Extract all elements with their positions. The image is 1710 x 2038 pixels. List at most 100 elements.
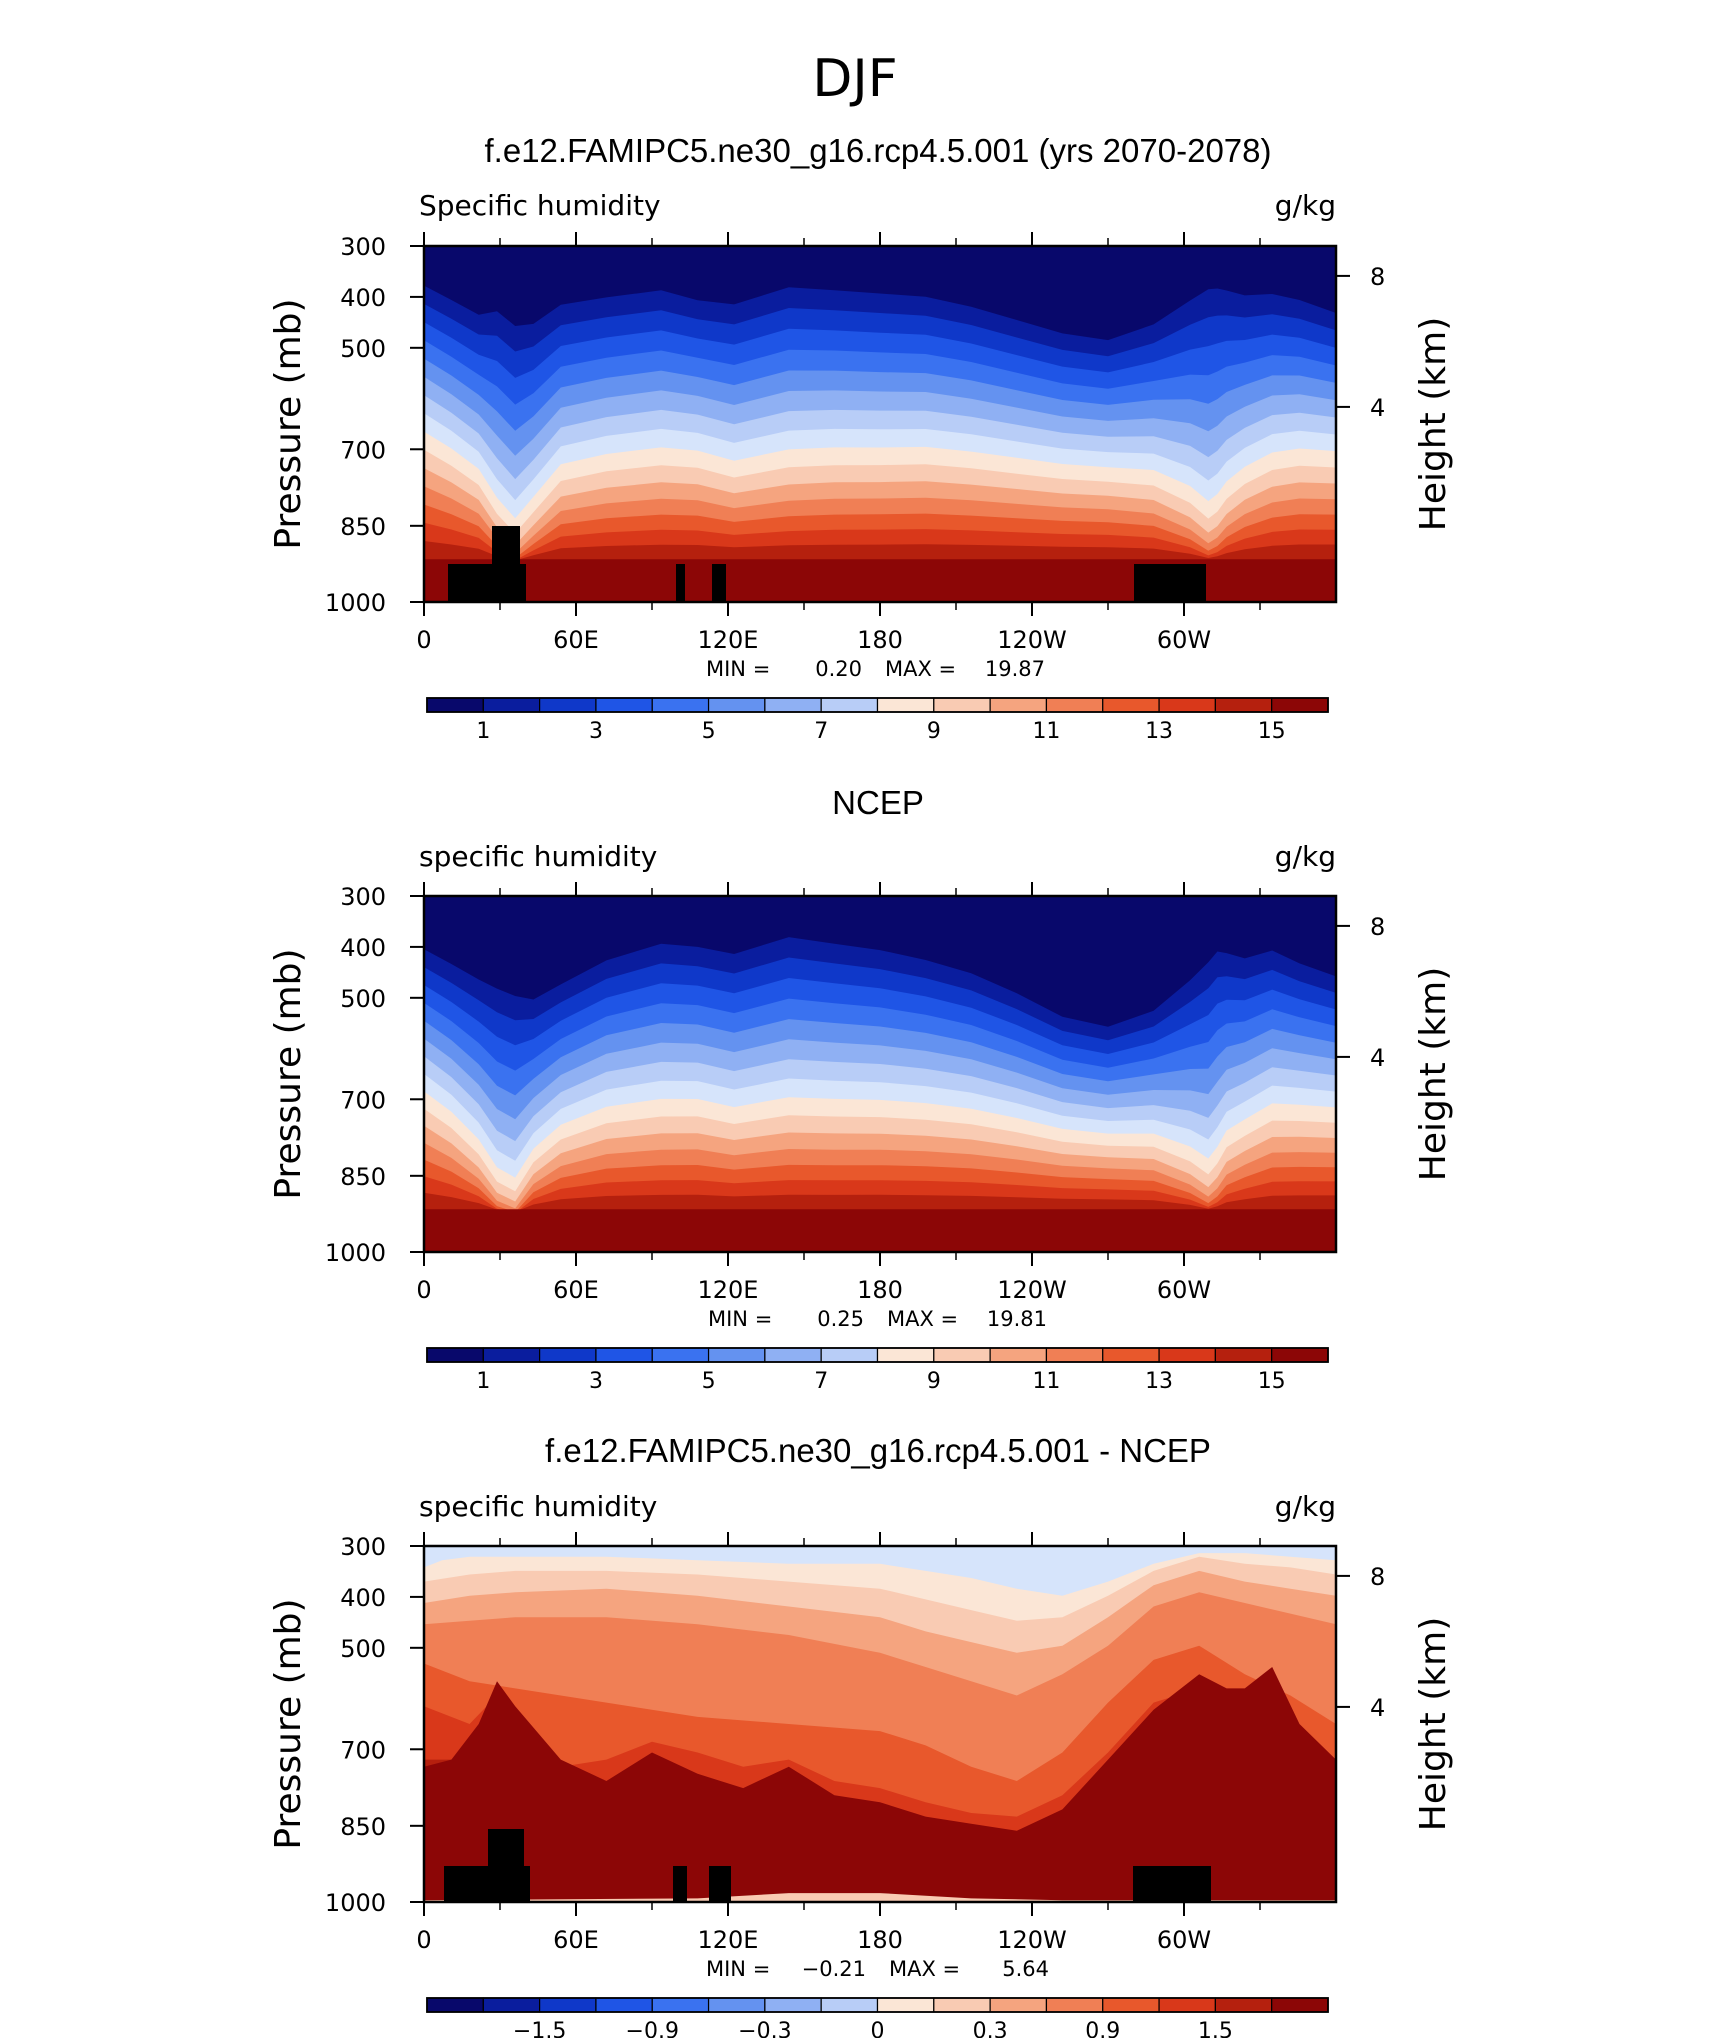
colorbar-swatch bbox=[764, 1347, 822, 1363]
colorbar-swatch bbox=[651, 697, 710, 713]
panel-3-max-label: MAX = bbox=[889, 1957, 960, 1981]
colorbar-swatch bbox=[820, 697, 879, 713]
colorbar-label: 3 bbox=[589, 719, 603, 744]
x-tick-label: 0 bbox=[416, 1276, 431, 1304]
x-tick-label: 120W bbox=[997, 1926, 1067, 1954]
panel-2-variable-label: specific humidity bbox=[419, 840, 657, 873]
colorbar-label: −0.3 bbox=[738, 2019, 791, 2038]
colorbar-swatch bbox=[1271, 697, 1329, 713]
y2-tick-label: 4 bbox=[1370, 1694, 1385, 1722]
colorbar-swatch bbox=[482, 1997, 541, 2013]
colorbar-label: 9 bbox=[927, 719, 941, 744]
panel-3-terrain-mask bbox=[444, 1829, 1211, 1902]
colorbar-frame bbox=[426, 1997, 1329, 2013]
colorbar-swatch bbox=[989, 1997, 1048, 2013]
colorbar-swatch bbox=[707, 697, 766, 713]
panel-3-mask-block bbox=[1133, 1866, 1211, 1902]
panel-3-units: g/kg bbox=[1275, 1490, 1336, 1523]
colorbar-label: 11 bbox=[1032, 1369, 1060, 1394]
x-tick-label: 0 bbox=[416, 1926, 431, 1954]
x-tick-label: 60E bbox=[553, 1926, 599, 1954]
y-tick-label: 400 bbox=[340, 1584, 386, 1612]
colorbar-label: 13 bbox=[1145, 1369, 1173, 1394]
colorbar-swatch bbox=[1214, 1997, 1273, 2013]
colorbar-swatch bbox=[651, 1997, 710, 2013]
x-tick-label: 120W bbox=[997, 1276, 1067, 1304]
colorbar-label: −1.5 bbox=[513, 2019, 566, 2038]
colorbar-swatch bbox=[1158, 1347, 1216, 1363]
colorbar-swatch bbox=[1102, 1347, 1160, 1363]
y-tick-label: 700 bbox=[340, 1086, 386, 1114]
x-tick-label: 120W bbox=[997, 626, 1067, 654]
panel-3-min-value: −0.21 bbox=[802, 1957, 866, 1981]
colorbar-swatch bbox=[482, 697, 541, 713]
x-tick-label: 0 bbox=[416, 626, 431, 654]
x-tick-label: 60W bbox=[1157, 1926, 1211, 1954]
y2-tick-label: 8 bbox=[1370, 1563, 1385, 1591]
panel-1: f.e12.FAMIPC5.ne30_g16.rcp4.5.001 (yrs 2… bbox=[268, 132, 1454, 744]
panel-2-min-label: MIN = bbox=[708, 1307, 772, 1331]
panel-1-mask-block bbox=[712, 564, 726, 602]
colorbar-swatch bbox=[539, 1997, 597, 2013]
panel-3-field bbox=[424, 1546, 1336, 1902]
colorbar-label: 1.5 bbox=[1198, 2019, 1233, 2038]
colorbar-label: 0 bbox=[871, 2019, 885, 2038]
colorbar-swatch bbox=[707, 1997, 766, 2013]
colorbar-swatch bbox=[595, 1997, 653, 2013]
y-tick-label: 300 bbox=[340, 883, 386, 911]
colorbar-label: 7 bbox=[814, 1369, 828, 1394]
colorbar-swatch bbox=[1045, 1347, 1104, 1363]
colorbar-frame bbox=[426, 1347, 1329, 1363]
colorbar-swatch bbox=[1214, 1347, 1273, 1363]
diff-surface-strip bbox=[424, 1893, 1336, 1902]
colorbar-label: −0.9 bbox=[626, 2019, 679, 2038]
colorbar-label: 1 bbox=[476, 719, 490, 744]
panel-3-y2label: Height (km) bbox=[1413, 1617, 1454, 1831]
y-tick-label: 700 bbox=[340, 1736, 386, 1764]
x-tick-label: 120E bbox=[698, 1276, 759, 1304]
page-title: DJF bbox=[812, 49, 897, 109]
colorbar-label: 5 bbox=[702, 719, 716, 744]
colorbar-label: 0.3 bbox=[973, 2019, 1008, 2038]
panel-2-max-label: MAX = bbox=[887, 1307, 958, 1331]
panel-2-max-value: 19.81 bbox=[987, 1307, 1047, 1331]
panel-1-mask-block bbox=[676, 564, 685, 602]
x-tick-label: 180 bbox=[857, 1926, 903, 1954]
colorbar-swatch bbox=[651, 1347, 710, 1363]
panel-3-colorbar: −1.5 −0.9 −0.3 0 0.3 0.9 1.5 bbox=[426, 1997, 1329, 2038]
panel-1-plot-area bbox=[424, 246, 1336, 602]
colorbar-swatch bbox=[539, 697, 597, 713]
colorbar-swatch bbox=[1045, 1997, 1104, 2013]
y-tick-label: 500 bbox=[340, 985, 386, 1013]
x-tick-label: 60E bbox=[553, 1276, 599, 1304]
colorbar-swatch bbox=[1045, 697, 1104, 713]
panel-3-mask-block bbox=[673, 1866, 687, 1902]
panel-1-colorbar: 1 3 5 7 9 11 13 15 bbox=[426, 697, 1329, 744]
colorbar-swatch bbox=[764, 697, 822, 713]
panel-3: f.e12.FAMIPC5.ne30_g16.rcp4.5.001 - NCEP… bbox=[268, 1432, 1454, 2038]
colorbar-swatch bbox=[1102, 697, 1160, 713]
colorbar-frame bbox=[426, 697, 1329, 713]
y2-tick-label: 4 bbox=[1370, 1044, 1385, 1072]
panel-3-max-value: 5.64 bbox=[1002, 1957, 1049, 1981]
colorbar-swatch bbox=[1214, 697, 1273, 713]
panel-1-y2label: Height (km) bbox=[1413, 317, 1454, 531]
colorbar-swatch bbox=[426, 697, 484, 713]
panel-1-variable-label: Specific humidity bbox=[419, 189, 661, 222]
panel-1-title: f.e12.FAMIPC5.ne30_g16.rcp4.5.001 (yrs 2… bbox=[485, 132, 1272, 169]
panel-2-title: NCEP bbox=[832, 784, 924, 821]
panel-2-y2label: Height (km) bbox=[1413, 967, 1454, 1181]
y-tick-label: 500 bbox=[340, 335, 386, 363]
y-tick-label: 1000 bbox=[325, 589, 386, 617]
panel-1-bands bbox=[424, 246, 1336, 602]
diff-band-7 bbox=[424, 1667, 1336, 1902]
colorbar-swatch bbox=[933, 1997, 991, 2013]
colorbar-label: 13 bbox=[1145, 719, 1173, 744]
x-tick-label: 60W bbox=[1157, 626, 1211, 654]
x-tick-label: 120E bbox=[698, 626, 759, 654]
panel-1-min-value: 0.20 bbox=[815, 657, 862, 681]
colorbar-label: 11 bbox=[1032, 719, 1060, 744]
colorbar-swatch bbox=[426, 1997, 484, 2013]
colorbar-swatch bbox=[764, 1997, 822, 2013]
